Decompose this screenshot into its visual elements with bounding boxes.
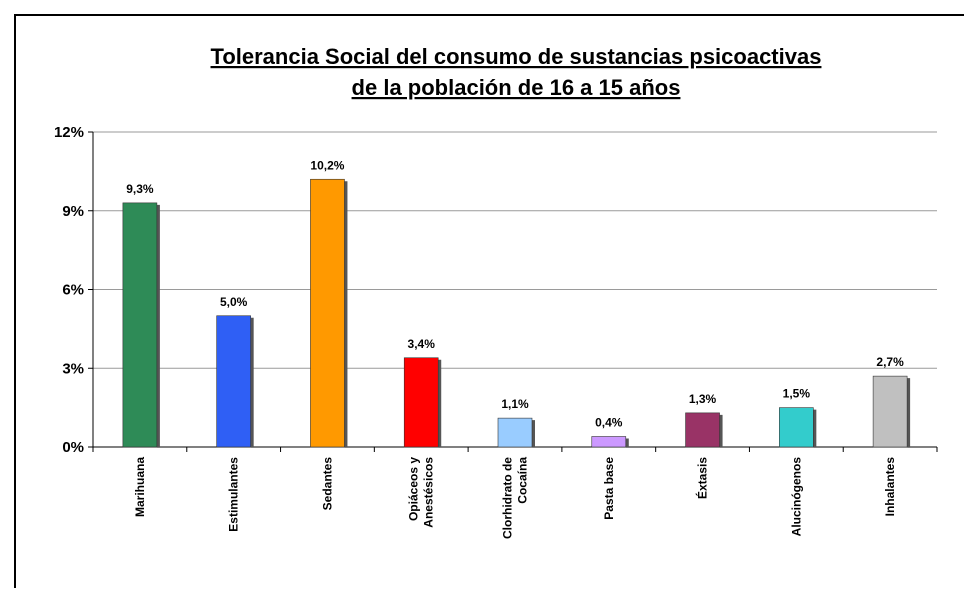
bar [403, 357, 439, 448]
category-label-line: Marihuana [133, 457, 147, 517]
data-label: 10,2% [310, 158, 344, 172]
bar [310, 178, 345, 448]
category-label: Marihuana [133, 457, 147, 517]
y-tick-label: 3% [62, 360, 84, 377]
data-label: 1,5% [783, 387, 811, 401]
category-label: Inhalantes [883, 457, 897, 517]
chart-frame [14, 14, 964, 588]
data-label: 1,3% [689, 392, 717, 406]
category-label-line: Clorhidrato de [501, 457, 515, 539]
category-label: Sedantes [320, 457, 334, 511]
data-label: 3,4% [408, 337, 436, 351]
chart-title-line-2: de la población de 16 a 15 años [352, 75, 681, 100]
category-label-line: Éxtasis [695, 457, 710, 499]
bar [779, 407, 814, 448]
y-tick-label: 9% [62, 203, 84, 220]
category-label-line: Opiáceos y [407, 457, 421, 521]
category-label: Éxtasis [695, 457, 710, 499]
bar [497, 417, 533, 448]
data-label: 1,1% [501, 397, 529, 411]
category-label: Alucinógenos [789, 457, 803, 537]
category-label-line: Inhalantes [883, 457, 897, 517]
category-label-line: Pasta base [602, 457, 616, 520]
bar [685, 412, 720, 448]
bar [216, 315, 251, 448]
data-label: 0,4% [595, 416, 623, 430]
bar [591, 436, 627, 448]
category-label: Clorhidrato de Cocaína [501, 457, 530, 539]
category-label-line: Sedantes [320, 457, 334, 511]
y-tick-label: 6% [62, 282, 84, 299]
category-label-line: Alucinógenos [789, 457, 803, 537]
category-label-line: Estimulantes [227, 457, 241, 532]
data-label: 2,7% [876, 355, 904, 369]
data-label: 9,3% [126, 182, 154, 196]
y-tick-label: 12% [54, 124, 84, 141]
category-label: Opiáceos y Anestésicos [407, 457, 436, 528]
category-label: Estimulantes [227, 457, 241, 532]
data-label: 5,0% [220, 295, 248, 309]
y-tick-label: 0% [62, 439, 84, 456]
category-label-line: Cocaína [516, 457, 530, 504]
category-label: Pasta base [602, 457, 616, 520]
data-labels: 9,3% 5,0% 10,2% 3,4% 1,1% 0,4% 1,3% 1,5% 2,7% [126, 158, 904, 429]
category-label-line: Anestésicos [422, 457, 436, 528]
bars [122, 178, 911, 448]
bar [872, 375, 908, 448]
chart-title-line-1: Tolerancia Social del consumo de sustanc… [211, 44, 822, 69]
bar [122, 202, 158, 448]
